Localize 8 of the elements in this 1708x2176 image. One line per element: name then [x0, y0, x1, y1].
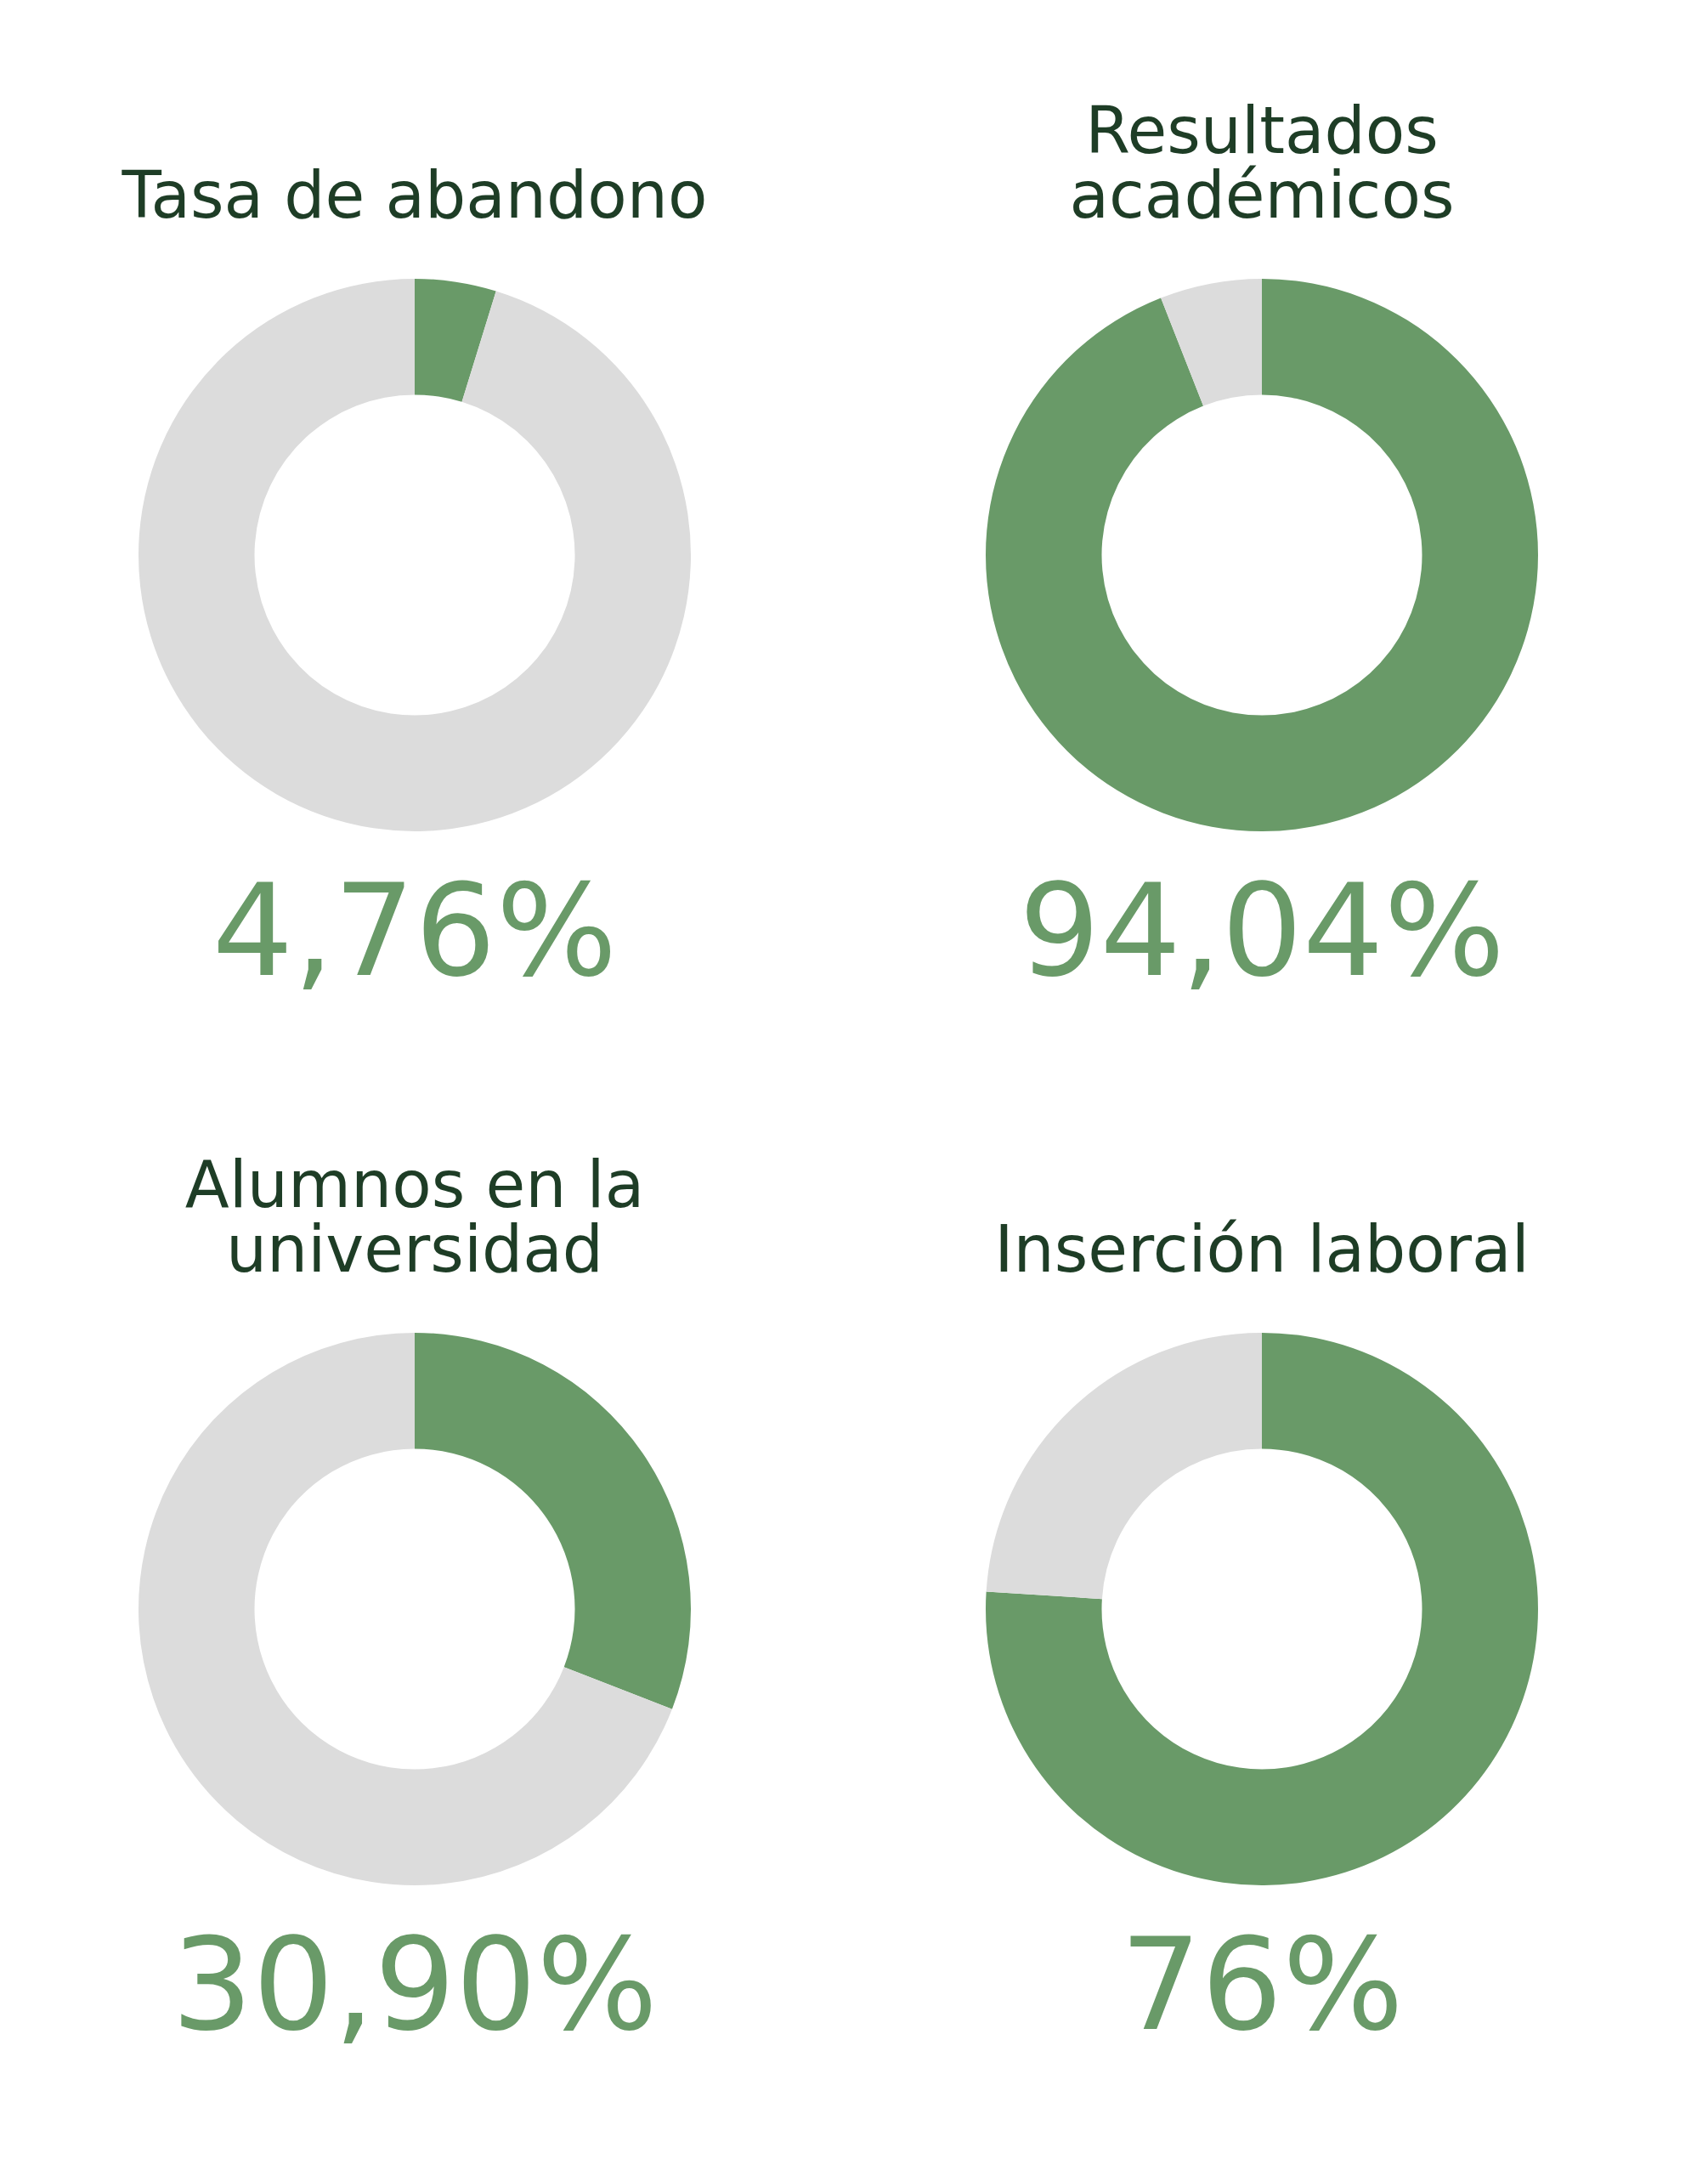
- chart-title: Inserción laboral: [993, 1210, 1530, 1287]
- text: 76%: [1120, 1910, 1404, 2059]
- chart-title: Resultados académicos: [1068, 92, 1456, 233]
- chart-title: Alumnos en la universidad: [184, 1146, 646, 1287]
- text: 4,76%: [212, 856, 618, 1005]
- text: 94,04%: [1019, 856, 1505, 1005]
- chart-title: Tasa de abandono: [121, 156, 709, 233]
- text: 30,90%: [172, 1910, 658, 2059]
